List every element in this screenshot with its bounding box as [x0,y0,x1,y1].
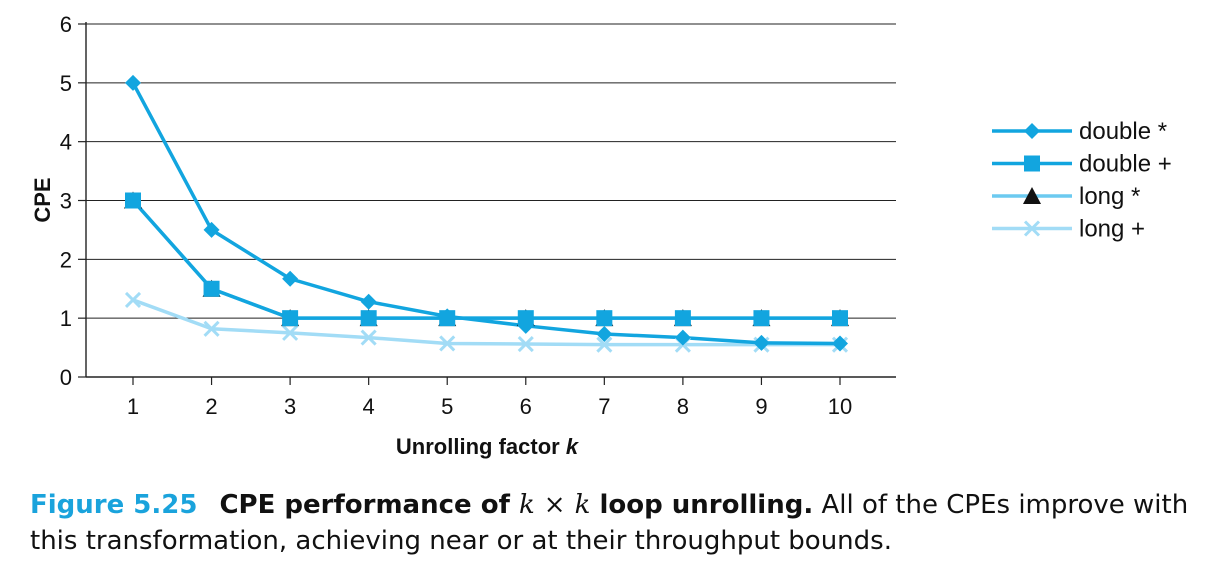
legend: double * double + long * long + [992,118,1172,243]
x-tick-labels: 1 2 3 4 5 6 7 8 9 10 [127,394,852,419]
series-0-point-8 [674,329,691,346]
series-0-point-6 [517,317,534,334]
legend-item-1: double + [992,151,1172,178]
y-tick-labels: 0 1 2 3 4 5 6 [60,12,72,390]
series-3-point-7 [596,336,613,353]
legend-marker-0 [1024,123,1040,139]
series-0-point-4 [360,293,377,310]
series-3-point-5-stroke-b [439,335,456,352]
series-1-point-9 [753,310,770,327]
series-3-point-4-stroke-b [360,329,377,346]
legend-item-3: long + [992,216,1145,243]
x-axis-label-var: k [566,434,580,459]
series-line-0 [131,82,841,346]
legend-marker-2 [1023,187,1041,204]
y-tick-label-2: 2 [60,247,72,272]
cpe-line-chart: 0 1 2 3 4 5 6 1 2 3 4 5 6 7 8 9 10 double * double + long… [30,12,1172,459]
x-tick-label-6: 6 [520,394,532,419]
series-3-point-4 [360,329,377,346]
caption-title: CPE performance of k × k loop unrolling. [219,490,813,520]
series-3-point-3-stroke-b [282,324,299,341]
legend-label-2: long * [1079,183,1140,210]
series-0-point-3 [282,270,299,287]
series-line-3 [132,298,840,347]
series-3-point-3 [282,324,299,341]
series-3-point-6-stroke-b [517,335,534,353]
series-layer [124,74,849,353]
caption-var-k2: k [574,490,591,520]
y-axis-label: CPE [30,177,55,222]
x-axis-label-text: Unrolling factor [396,434,560,459]
x-tick-label-1: 1 [127,394,139,419]
series-1-point-1 [125,192,141,209]
figure-caption: Figure 5.25 CPE performance of k × k loop… [30,487,1200,559]
legend-marker-3 [1023,220,1041,237]
series-1-point-4 [360,310,377,327]
caption-title-pre: CPE performance of [219,490,510,520]
y-tick-label-3: 3 [60,189,72,214]
series-1-point-3 [282,310,299,327]
caption-body: All of the CPEs improve with this transf… [30,490,1189,556]
legend-marker-1 [1024,155,1040,172]
y-tick-label-4: 4 [60,130,72,155]
x-tick-label-8: 8 [677,394,689,419]
series-1-point-8 [674,310,691,327]
legend-label-3: long + [1079,216,1145,243]
caption-times-symbol: × [543,490,566,520]
series-1-point-2 [203,280,220,297]
series-0-point-5 [439,308,456,325]
legend-item-0: double * [992,118,1167,145]
x-tick-label-2: 2 [205,394,217,419]
y-tick-label-6: 6 [60,12,72,37]
gridlines [86,23,896,319]
x-tick-label-5: 5 [441,394,453,419]
legend-marker-3-stroke-b [1023,220,1041,237]
legend-item-2: long * [992,183,1140,210]
x-tick-label-3: 3 [284,394,296,419]
series-0-point-7 [596,326,613,343]
series-1-point-10 [832,310,848,327]
series-3-point-2 [203,320,220,337]
figure-number: Figure 5.25 [30,490,198,520]
legend-label-1: double + [1079,151,1172,178]
series-3-point-5 [439,335,456,352]
x-tick-label-7: 7 [598,394,610,419]
x-tick-label-9: 9 [755,394,767,419]
series-3-point-2-stroke-b [203,320,220,337]
axes [78,22,896,385]
x-tick-label-4: 4 [363,394,375,419]
series-3-point-7-stroke-b [596,336,613,353]
caption-var-k1: k [518,490,535,520]
series-3-point-1 [124,291,142,308]
series-line-1 [131,199,840,320]
x-tick-label-10: 10 [828,394,852,419]
series-0-point-10 [832,335,848,352]
series-3-point-6 [517,335,534,353]
caption-title-post: loop unrolling. [599,490,814,520]
y-tick-label-0: 0 [60,365,72,390]
series-1-point-7 [596,310,613,327]
series-0-point-2 [203,221,220,238]
series-0-point-1 [125,74,141,91]
legend-label-0: double * [1079,118,1167,145]
x-axis-label: Unrolling factor k [396,434,580,459]
series-0-point-9 [753,334,770,351]
y-tick-label-1: 1 [60,306,72,331]
y-tick-label-5: 5 [60,71,72,96]
series-3-point-1-stroke-b [124,291,142,308]
